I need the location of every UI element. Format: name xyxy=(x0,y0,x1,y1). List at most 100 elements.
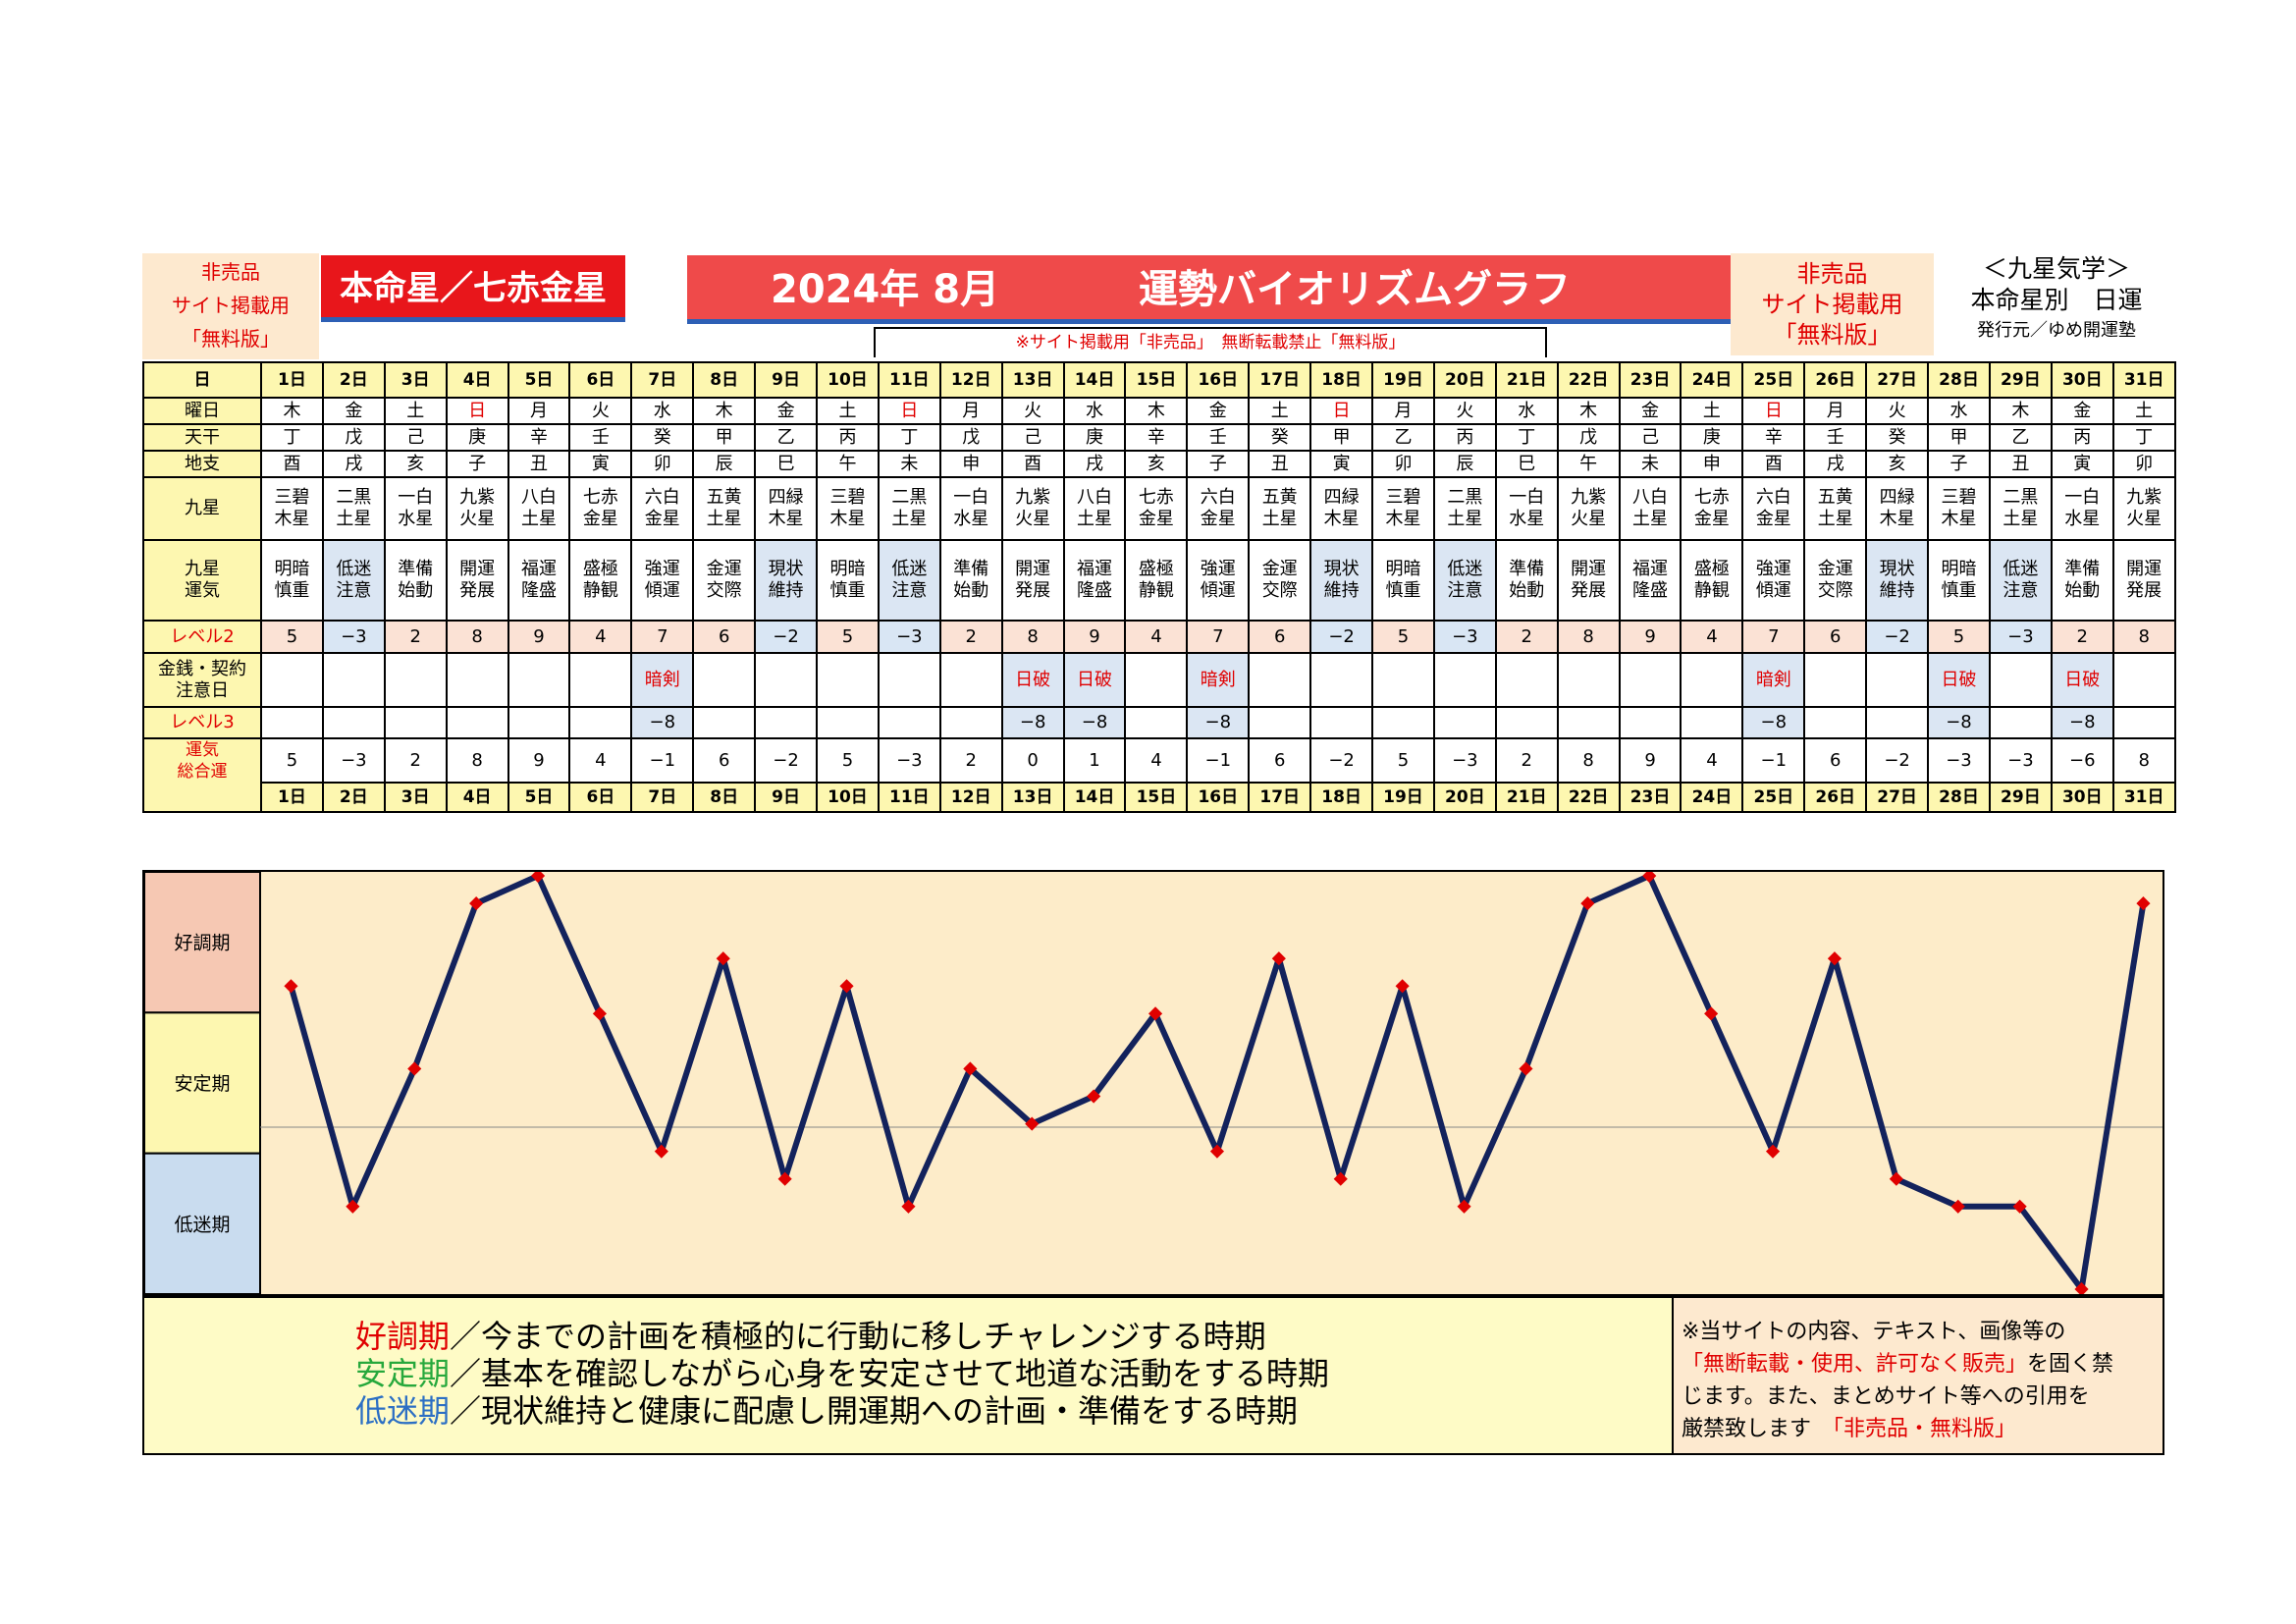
cell-line: 火星 xyxy=(2126,509,2163,529)
table-cell: 暗剣 xyxy=(1186,652,1251,708)
table-cell: 木 xyxy=(260,397,324,425)
table-cell: 酉 xyxy=(1000,450,1065,478)
table-cell: −2 xyxy=(1309,737,1374,784)
table-cell: 亥 xyxy=(1124,450,1189,478)
table-cell: 金 xyxy=(1186,397,1251,425)
table-cell: 30日 xyxy=(2050,361,2114,399)
cell-line: 土星 xyxy=(706,509,742,529)
table-cell: 2 xyxy=(383,737,448,784)
table-cell: 庚 xyxy=(1062,423,1127,452)
table-cell: 火 xyxy=(568,397,633,425)
table-cell: 木 xyxy=(692,397,757,425)
cell-line: 金星 xyxy=(1200,509,1236,529)
table-cell: 27日 xyxy=(1865,782,1930,813)
table-cell xyxy=(1432,652,1497,708)
table-cell: −8 xyxy=(2050,706,2114,739)
table-cell: 16日 xyxy=(1186,782,1251,813)
table-cell: −3 xyxy=(877,620,941,654)
table-cell: −3 xyxy=(1988,620,2053,654)
table-cell xyxy=(692,706,757,739)
table-row: 九星 三碧 木星 二黒 土星 一白 水星 九紫 火星 八白 土星 七赤 金星 六白 金星 五黄 土星 四緑 木星 三碧… xyxy=(142,476,2176,541)
table-cell: 戊 xyxy=(321,423,386,452)
table-cell: 丙 xyxy=(1432,423,1497,452)
table-cell xyxy=(1494,652,1559,708)
table-cell: 3日 xyxy=(383,361,448,399)
cell-line: 土星 xyxy=(891,509,928,529)
cell-line: 九紫 xyxy=(1015,487,1051,508)
table-cell: 日 xyxy=(1309,397,1374,425)
table-cell: 11日 xyxy=(877,782,941,813)
table-cell xyxy=(754,652,819,708)
table-cell: 盛極 静観 xyxy=(1124,539,1189,622)
cell-line: 八白 xyxy=(521,487,557,508)
data-point xyxy=(407,1061,422,1076)
table-cell: 九紫 火星 xyxy=(1556,476,1621,541)
cell-line: 現状 xyxy=(1879,559,1915,579)
table-cell xyxy=(1248,652,1312,708)
table-cell: −8 xyxy=(1000,706,1065,739)
cell-line: 三碧 xyxy=(1941,487,1977,508)
table-cell: 土 xyxy=(2111,397,2176,425)
cell-line: 開運 xyxy=(459,559,496,579)
cell-line: 水星 xyxy=(2064,509,2101,529)
table-cell: 日破 xyxy=(2050,652,2114,708)
table-cell: 9 xyxy=(507,737,571,784)
table-cell: 5 xyxy=(1371,737,1435,784)
table-cell: 乙 xyxy=(1371,423,1435,452)
table-cell: −3 xyxy=(1432,737,1497,784)
table-cell: 8 xyxy=(2111,737,2176,784)
table-cell xyxy=(383,652,448,708)
table-cell xyxy=(877,706,941,739)
table-cell xyxy=(1556,652,1621,708)
cell-line: 維持 xyxy=(1323,580,1360,601)
legend-good: 好調期／今までの計画を積極的に行動に移しチャレンジする時期 xyxy=(355,1318,1672,1355)
table-cell: 明暗 慎重 xyxy=(816,539,880,622)
table-cell xyxy=(877,652,941,708)
table-cell: 4 xyxy=(1680,620,1744,654)
cell-line: 九紫 xyxy=(459,487,496,508)
table-cell xyxy=(1371,652,1435,708)
cell-line: 準備 xyxy=(398,559,434,579)
cell-line: 慎重 xyxy=(1941,580,1977,601)
table-cell: −2 xyxy=(1309,620,1374,654)
table-cell: 五黄 土星 xyxy=(692,476,757,541)
table-cell: 24日 xyxy=(1680,361,1744,399)
table-cell: 28日 xyxy=(1927,782,1991,813)
data-point xyxy=(1209,1144,1225,1159)
table-cell: 8 xyxy=(1000,620,1065,654)
table-cell: 開運 発展 xyxy=(1556,539,1621,622)
table-cell: 日 xyxy=(877,397,941,425)
table-cell: 水 xyxy=(1062,397,1127,425)
table-cell: 4日 xyxy=(445,361,509,399)
table-cell: 6日 xyxy=(568,361,633,399)
cell-line: 火星 xyxy=(459,509,496,529)
table-cell: 12日 xyxy=(938,361,1003,399)
table-cell xyxy=(1988,652,2053,708)
table-cell: 福運 隆盛 xyxy=(1062,539,1127,622)
table-cell: 福運 隆盛 xyxy=(1618,539,1682,622)
cell-line: 火星 xyxy=(1571,509,1607,529)
copyright-red: 「非売品・無料版」 xyxy=(1833,1417,2017,1441)
band-label: 低迷期 xyxy=(174,1214,230,1235)
cell-line: 注意 xyxy=(891,580,928,601)
table-cell: 甲 xyxy=(1927,423,1991,452)
data-point xyxy=(654,1144,668,1159)
table-cell xyxy=(816,706,880,739)
cell-line: 福運 xyxy=(1077,559,1113,579)
cell-line: 慎重 xyxy=(829,580,866,601)
cell-line: 金星 xyxy=(1755,509,1791,529)
table-cell: 金 xyxy=(1618,397,1682,425)
copyright-tail: を固く禁 xyxy=(2027,1352,2114,1377)
table-cell: 土 xyxy=(816,397,880,425)
data-point xyxy=(469,895,484,911)
legend-low-term: 低迷期 xyxy=(355,1392,451,1430)
band-box xyxy=(144,872,261,1014)
table-cell xyxy=(445,652,509,708)
table-cell: 4 xyxy=(1124,737,1189,784)
data-point xyxy=(1271,951,1286,966)
cell-line: 五黄 xyxy=(706,487,742,508)
table-cell: 木 xyxy=(1124,397,1189,425)
table-cell: −2 xyxy=(1865,620,1930,654)
table-cell: 10日 xyxy=(816,361,880,399)
table-cell: 申 xyxy=(1680,450,1744,478)
